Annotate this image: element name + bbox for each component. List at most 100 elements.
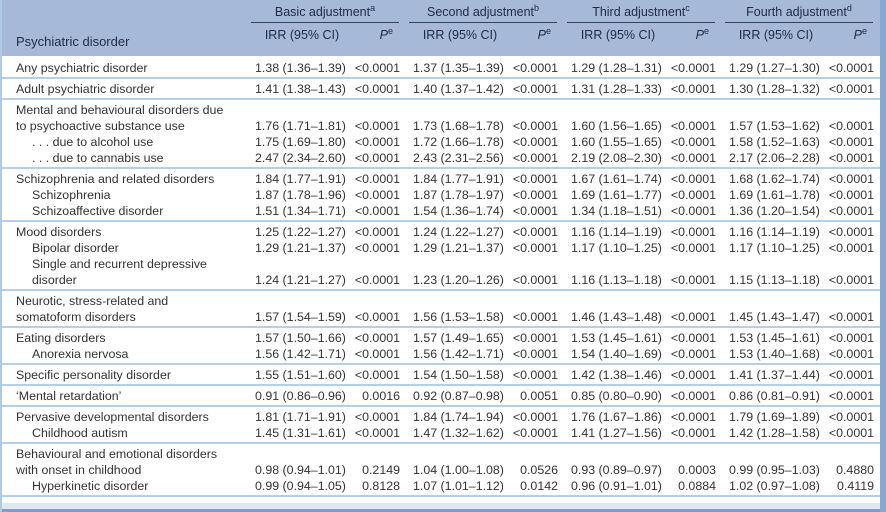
p-value: <0.0001: [354, 240, 400, 255]
irr-value: 1.68 (1.62–1.74): [729, 171, 820, 186]
p-value: <0.0001: [828, 81, 874, 96]
irr-column-header: IRR (95% CI): [422, 28, 498, 42]
irr-value: 0.86 (0.81–0.91): [729, 388, 820, 403]
irr-value: 1.17 (1.10–1.25): [571, 240, 662, 255]
disorder-label: Schizoaffective disorder: [32, 203, 164, 218]
p-value: <0.0001: [512, 134, 558, 149]
table-row: Hyperkinetic disorder 0.99 (0.94–1.05) 0.8…: [2, 478, 880, 494]
irr-value: 2.47 (2.34–2.60): [255, 150, 346, 165]
group-label-text: Fourth adjustment: [746, 5, 847, 19]
group-label-text: Basic adjustment: [274, 5, 371, 19]
disorder-label: Anorexia nervosa: [32, 346, 129, 361]
p-value: <0.0001: [512, 309, 558, 324]
p-value: <0.0001: [670, 60, 716, 75]
p-value: 0.0003: [678, 462, 716, 477]
p-value: <0.0001: [354, 367, 400, 382]
p-value: <0.0001: [354, 171, 400, 186]
table-section: ‘Mental retardation’ 0.91 (0.86–0.96) 0.00…: [2, 386, 880, 407]
p-column-header: Pe: [827, 26, 873, 42]
p-column-header: Pe: [511, 25, 557, 42]
irr-value: 0.93 (0.89–0.97): [571, 462, 662, 477]
irr-value: 1.29 (1.21–1.37): [413, 240, 504, 255]
irr-value: 1.54 (1.36–1.74): [413, 203, 504, 218]
irr-value: 1.41 (1.38–1.43): [255, 81, 346, 96]
footnote-marker: c: [685, 2, 690, 13]
table-section: Specific personality disorder 1.55 (1.51–…: [2, 365, 880, 386]
table-row: Neurotic, stress-related and somatoform d…: [2, 293, 880, 325]
p-value: <0.0001: [670, 388, 716, 403]
irr-value: 1.41 (1.37–1.44): [729, 367, 820, 382]
p-value: <0.0001: [512, 150, 558, 165]
irr-value: 1.69 (1.61–1.77): [571, 187, 662, 202]
irr-value: 1.53 (1.40–1.68): [729, 346, 820, 361]
p-value: <0.0001: [354, 203, 400, 218]
p-value: <0.0001: [828, 224, 874, 239]
irr-value: 1.25 (1.22–1.27): [255, 224, 346, 239]
disorder-label: Single and recurrent depressive disorder: [32, 256, 207, 287]
p-value: <0.0001: [828, 425, 874, 440]
table-row: Behavioural and emotional disorders with …: [2, 446, 880, 478]
irr-value: 1.37 (1.35–1.39): [413, 60, 504, 75]
p-value: <0.0001: [512, 118, 558, 133]
irr-value: 1.40 (1.37–1.42): [413, 81, 504, 96]
disorder-label: Bipolar disorder: [32, 240, 119, 255]
table-row: Bipolar disorder 1.29 (1.21–1.37) <0.0001 1…: [2, 240, 880, 256]
irr-value: 0.91 (0.86–0.96): [255, 388, 346, 403]
disorder-label: Childhood autism: [32, 425, 128, 440]
disorder-label: Mental and behavioural disorders due to p…: [16, 102, 224, 133]
footnote-marker: d: [846, 2, 852, 13]
p-value: <0.0001: [512, 60, 558, 75]
p-value: 0.0142: [520, 478, 558, 493]
p-value: <0.0001: [354, 60, 400, 75]
p-value: <0.0001: [354, 309, 400, 324]
p-value: <0.0001: [670, 203, 716, 218]
irr-value: 1.17 (1.10–1.25): [729, 240, 820, 255]
p-value: <0.0001: [670, 171, 716, 186]
p-value: <0.0001: [512, 346, 558, 361]
p-value: <0.0001: [828, 388, 874, 403]
p-value: <0.0001: [828, 187, 874, 202]
disorder-label: Neurotic, stress-related and somatoform d…: [16, 293, 169, 324]
disorder-label: Mood disorders: [16, 224, 102, 239]
irr-value: 1.29 (1.27–1.30): [729, 60, 820, 75]
irr-value: 1.69 (1.61–1.78): [729, 187, 820, 202]
disorder-label: Pervasive developmental disorders: [16, 409, 209, 424]
disorder-label: Any psychiatric disorder: [16, 60, 148, 75]
table-row: Childhood autism 1.45 (1.31–1.61) <0.0001 1…: [2, 425, 880, 441]
p-value: <0.0001: [828, 346, 874, 361]
disorder-label: . . . due to cannabis use: [32, 150, 164, 165]
p-value: 0.0051: [520, 388, 558, 403]
group-label: Second adjustmentb: [409, 3, 557, 22]
irr-value: 1.41 (1.27–1.56): [571, 425, 662, 440]
irr-value: 1.81 (1.71–1.91): [255, 409, 346, 424]
p-value: 0.4119: [837, 478, 874, 493]
disorder-label: Behavioural and emotional disorders with …: [16, 446, 218, 477]
p-value: <0.0001: [354, 272, 400, 287]
p-value: <0.0001: [512, 171, 558, 186]
irr-value: 1.24 (1.21–1.27): [255, 272, 346, 287]
table-section: Neurotic, stress-related and somatoform d…: [2, 291, 880, 328]
p-value: <0.0001: [670, 330, 716, 345]
table-row: . . . due to cannabis use 2.47 (2.34–2.60…: [2, 150, 880, 166]
irr-value: 1.53 (1.45–1.61): [571, 330, 662, 345]
irr-value: 1.57 (1.49–1.65): [413, 330, 504, 345]
p-value: <0.0001: [670, 309, 716, 324]
group-label: Basic adjustmenta: [251, 3, 399, 22]
p-value: <0.0001: [354, 134, 400, 149]
footnote-marker: e: [545, 25, 551, 36]
irr-value: 1.36 (1.20–1.54): [729, 203, 820, 218]
table-section: Mental and behavioural disorders due to p…: [2, 100, 880, 169]
irr-value: 1.30 (1.28–1.32): [729, 81, 820, 96]
irr-value: 1.76 (1.67–1.86): [571, 409, 662, 424]
irr-value: 1.54 (1.50–1.58): [413, 367, 504, 382]
irr-value: 0.96 (0.91–1.01): [571, 478, 662, 493]
irr-value: 1.45 (1.31–1.61): [255, 425, 346, 440]
irr-value: 1.47 (1.32–1.62): [413, 425, 504, 440]
irr-value: 1.29 (1.21–1.37): [255, 240, 346, 255]
irr-value: 1.72 (1.66–1.78): [413, 134, 504, 149]
irr-value: 1.02 (0.97–1.08): [729, 478, 820, 493]
irr-value: 1.54 (1.40–1.69): [571, 346, 662, 361]
p-value: <0.0001: [354, 81, 400, 96]
irr-value: 1.57 (1.50–1.66): [255, 330, 346, 345]
irr-value: 1.57 (1.54–1.59): [255, 309, 346, 324]
